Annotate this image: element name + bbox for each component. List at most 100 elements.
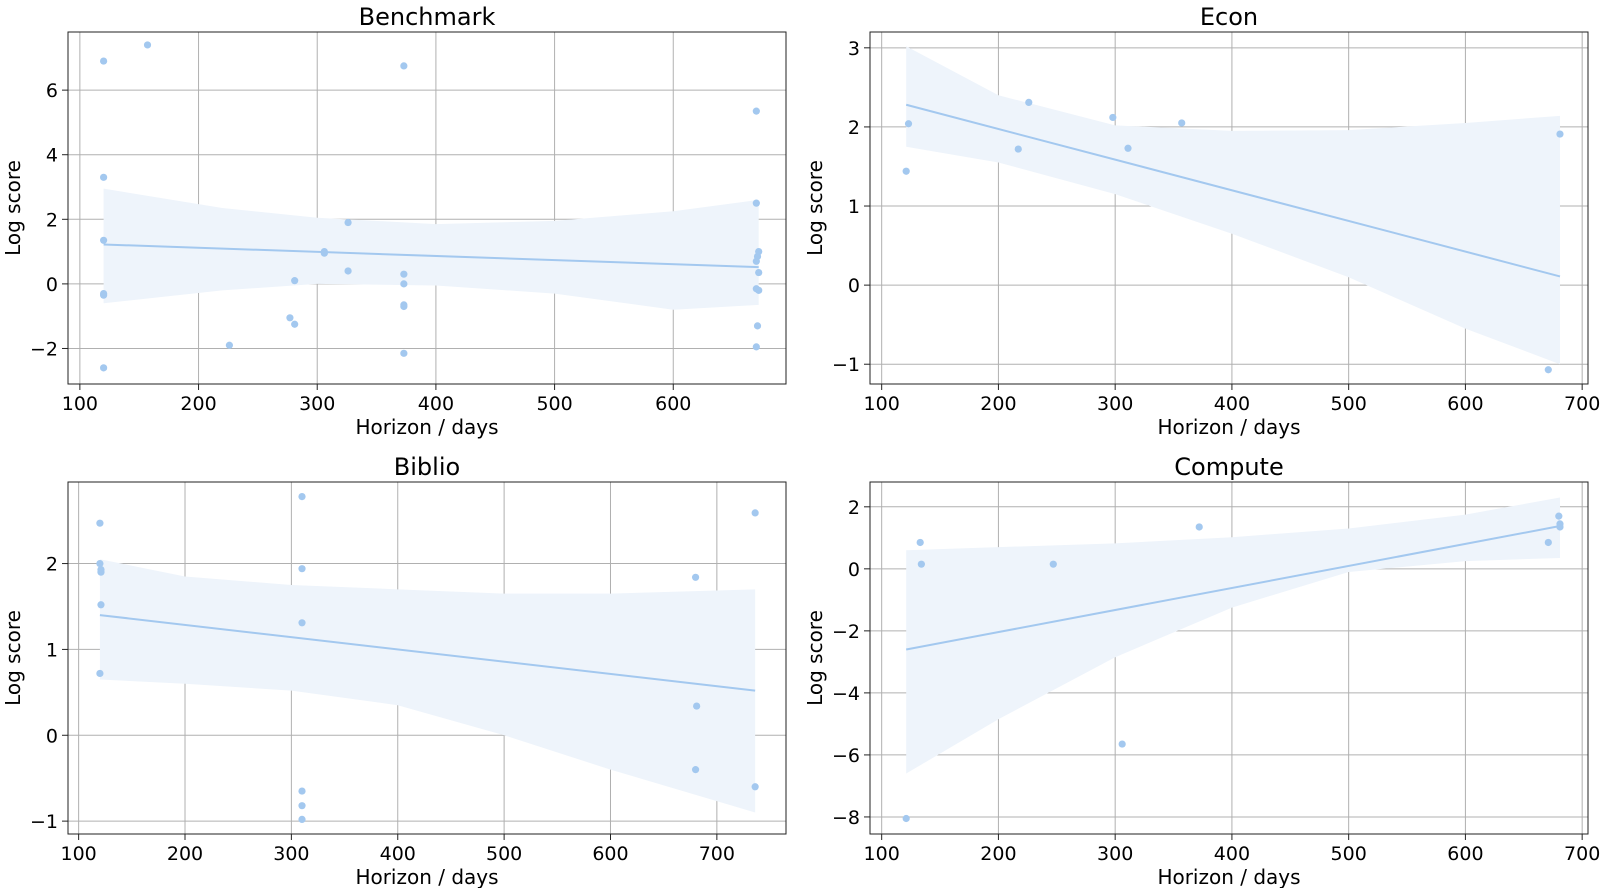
data-point xyxy=(1195,523,1203,531)
data-point xyxy=(755,268,763,277)
data-point xyxy=(96,669,104,678)
data-point xyxy=(298,619,306,627)
data-point xyxy=(96,519,104,527)
regression-line xyxy=(905,103,1561,278)
data-point xyxy=(400,280,408,288)
data-point xyxy=(400,302,408,311)
x-tick-label: 100 xyxy=(864,843,900,865)
x-tick-label: 300 xyxy=(1097,393,1133,415)
x-tick-label: 500 xyxy=(486,843,522,865)
x-tick-label: 500 xyxy=(1331,843,1367,865)
y-tick-label: 2 xyxy=(848,117,860,139)
y-tick-label: −1 xyxy=(832,354,860,376)
data-point xyxy=(752,257,760,265)
data-point xyxy=(143,41,152,49)
data-point xyxy=(225,341,234,349)
x-tick-label: 200 xyxy=(180,393,216,415)
data-point xyxy=(298,492,306,501)
x-tick-label: 600 xyxy=(655,393,691,415)
y-tick-label: −2 xyxy=(832,621,860,643)
data-point xyxy=(691,573,700,581)
data-point xyxy=(286,314,294,322)
x-axis-label: Horizon / days xyxy=(1157,415,1300,439)
y-tick-label: 4 xyxy=(46,145,58,167)
data-point xyxy=(298,802,306,810)
data-point xyxy=(751,509,759,517)
data-point xyxy=(916,538,924,547)
y-tick-label: 1 xyxy=(848,196,860,218)
y-tick-label: −8 xyxy=(832,807,860,829)
panel-benchmark: 100 200 300 400 500 600 −2 0 2 4 6 Benchmark Horizon… xyxy=(1,3,787,439)
data-point xyxy=(344,267,352,275)
x-tick-label: 500 xyxy=(536,393,572,415)
data-point xyxy=(752,107,760,115)
y-tick-label: 0 xyxy=(46,725,58,747)
x-tick-label: 100 xyxy=(864,393,900,415)
x-tick-label: 100 xyxy=(62,393,98,415)
y-axis-label: Log score xyxy=(803,160,827,256)
x-tick-label: 500 xyxy=(1331,393,1367,415)
chart-title: Biblio xyxy=(394,453,460,481)
x-axis-label: Horizon / days xyxy=(355,415,498,439)
y-tick-label: 0 xyxy=(848,275,860,297)
data-point xyxy=(1544,366,1552,374)
x-tick-label: 400 xyxy=(380,843,416,865)
confidence-band xyxy=(906,46,1560,365)
data-point xyxy=(1555,512,1563,520)
data-point xyxy=(100,236,108,244)
panel-compute: 100 200 300 400 500 600 700 −8 −6 −4 −2 0 2 Compute Ho… xyxy=(803,453,1600,888)
data-point xyxy=(753,322,762,330)
y-axis-label: Log score xyxy=(803,610,827,706)
axes-frame xyxy=(67,481,787,835)
axes-frame xyxy=(67,31,787,385)
y-tick-label: −4 xyxy=(832,683,860,705)
y-tick-label: 6 xyxy=(46,80,58,102)
data-point xyxy=(902,167,910,175)
x-tick-label: 300 xyxy=(299,393,335,415)
data-point xyxy=(400,270,408,278)
x-axis-label: Horizon / days xyxy=(355,865,498,888)
x-tick-label: 400 xyxy=(418,393,454,415)
panel-biblio: 100 200 300 400 500 600 700 −1 0 1 2 Biblio Horizon … xyxy=(1,453,787,888)
data-point xyxy=(902,814,910,823)
y-tick-label: −2 xyxy=(30,338,58,360)
y-tick-label: −1 xyxy=(30,811,58,833)
chart-title: Benchmark xyxy=(359,3,496,31)
data-point xyxy=(100,291,108,299)
x-tick-label: 600 xyxy=(1447,843,1483,865)
y-tick-label: −6 xyxy=(832,745,860,767)
confidence-band xyxy=(99,559,756,813)
y-tick-label: 3 xyxy=(848,38,860,60)
confidence-band xyxy=(103,188,759,310)
data-point xyxy=(100,57,108,65)
data-point xyxy=(1178,119,1186,127)
x-axis-label: Horizon / days xyxy=(1157,865,1300,888)
regression-line xyxy=(99,614,756,692)
x-tick-label: 400 xyxy=(1214,393,1250,415)
data-point xyxy=(298,815,306,824)
data-point xyxy=(1025,98,1033,106)
data-point xyxy=(1556,523,1564,531)
chart-title: Econ xyxy=(1200,3,1258,31)
axes-frame xyxy=(869,31,1589,385)
x-tick-label: 100 xyxy=(61,843,97,865)
y-tick-label: 2 xyxy=(848,497,860,519)
data-point xyxy=(96,559,104,568)
data-point xyxy=(291,320,299,328)
panel-econ: 100 200 300 400 500 600 700 −1 0 1 2 3 Econ Horizon /… xyxy=(803,3,1600,439)
data-point xyxy=(1109,113,1117,122)
x-tick-label: 300 xyxy=(1097,843,1133,865)
data-point xyxy=(904,120,913,128)
x-tick-label: 600 xyxy=(1447,393,1483,415)
data-point xyxy=(1049,560,1057,568)
data-point xyxy=(755,286,763,294)
data-point xyxy=(752,343,760,351)
regression-line xyxy=(103,243,759,269)
data-point xyxy=(1118,740,1126,748)
data-point xyxy=(752,199,760,207)
data-point xyxy=(97,568,105,576)
x-tick-label: 400 xyxy=(1214,843,1250,865)
confidence-band xyxy=(906,497,1560,774)
data-point xyxy=(97,601,105,609)
